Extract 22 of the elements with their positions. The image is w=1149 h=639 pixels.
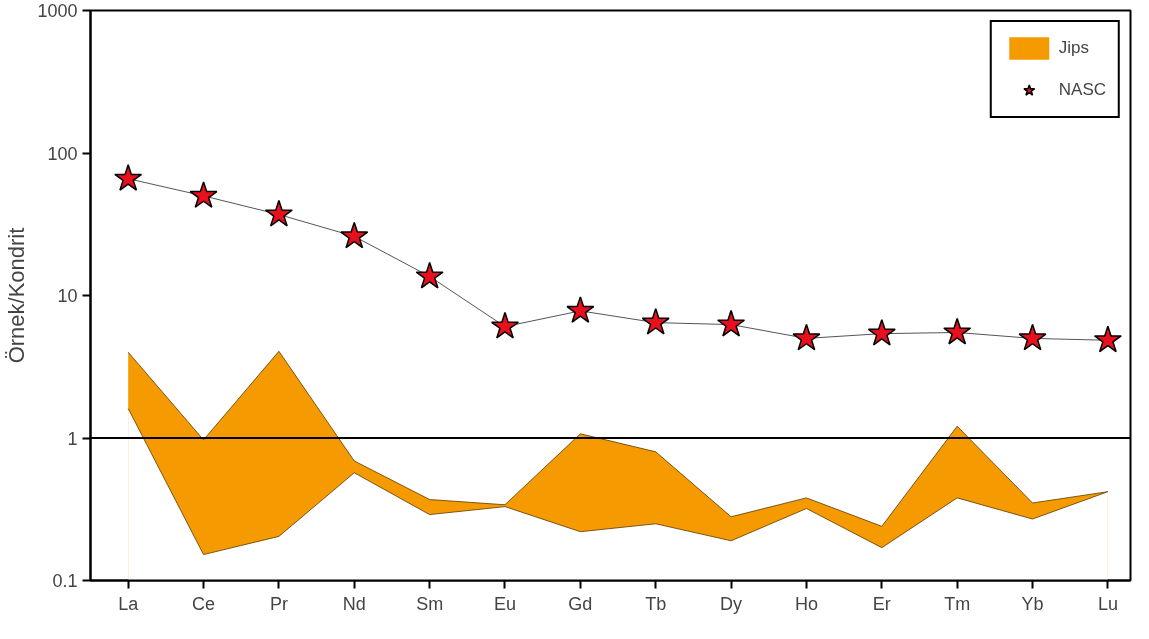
y-tick-label: 10	[57, 286, 78, 306]
x-tick-label: Pr	[269, 593, 288, 614]
x-tick-label: La	[118, 593, 140, 614]
x-tick-label: Dy	[720, 593, 743, 614]
x-tick-label: Tm	[944, 593, 971, 614]
x-tick-label: Ho	[794, 593, 818, 614]
x-tick-label: Er	[872, 593, 891, 614]
y-tick-label: 1000	[37, 1, 78, 21]
x-tick-label: Lu	[1097, 593, 1118, 614]
x-tick-label: Tb	[645, 593, 667, 614]
legend-label: NASC	[1058, 80, 1106, 100]
y-tick-label: 0.1	[52, 571, 78, 591]
legend-label: Jips	[1058, 38, 1089, 58]
x-tick-label: Sm	[416, 593, 444, 614]
y-axis-title: Örnek/Kondrit	[4, 227, 30, 364]
x-tick-label: Ce	[192, 593, 216, 614]
x-tick-label: Eu	[493, 593, 517, 614]
y-tick-label: 100	[47, 143, 78, 164]
x-tick-label: Nd	[342, 593, 366, 614]
x-tick-label: Yb	[1021, 593, 1044, 614]
y-tick-label: 1	[67, 428, 78, 449]
x-tick-label: Gd	[568, 593, 593, 614]
